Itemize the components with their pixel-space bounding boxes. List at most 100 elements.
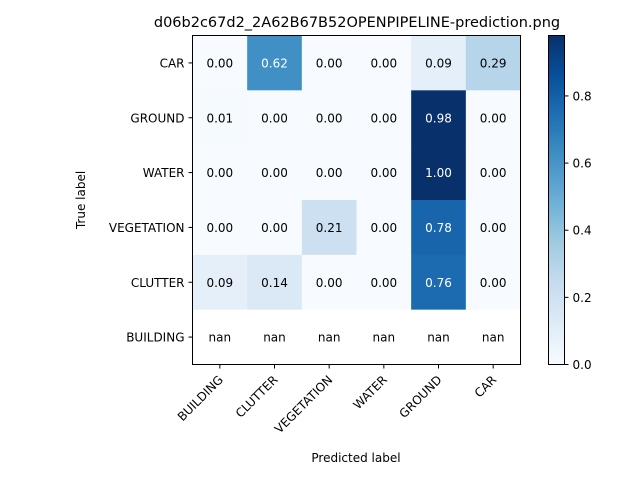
cell-value-label: 0.62 <box>261 56 288 70</box>
cell-value-label: 0.00 <box>206 221 233 235</box>
cell-value-label: nan <box>209 331 232 345</box>
heatmap-cell <box>356 200 412 256</box>
heatmap-cell <box>247 35 303 91</box>
colorbar-tick-label: 0.0 <box>573 358 592 372</box>
plot-frame <box>192 35 521 365</box>
colorbar-tick-label: 0.6 <box>573 157 592 171</box>
y-tick-label: GROUND <box>130 111 184 125</box>
heatmap-cell <box>356 90 412 146</box>
x-tick-label: WATER <box>351 373 390 412</box>
heatmap-cell <box>301 309 357 365</box>
heatmap-cell <box>247 309 303 365</box>
cell-value-label: 0.00 <box>206 166 233 180</box>
y-axis-ticks: CAR GROUND WATER VEGETATION CLUTTER BUILDING <box>109 56 193 345</box>
cell-value-label: 0.98 <box>425 111 452 125</box>
cell-value-label: 0.00 <box>261 166 288 180</box>
heatmap-cell <box>192 254 248 311</box>
colorbar-tick-label: 0.2 <box>573 291 592 305</box>
heatmap-cell <box>301 90 357 146</box>
heatmap-cell <box>465 90 521 146</box>
heatmap-cell <box>356 309 412 365</box>
cell-value-label: 0.78 <box>425 221 452 235</box>
heatmap-cell <box>465 200 521 256</box>
heatmap-cell <box>411 145 467 201</box>
x-tick-label: VEGETATION <box>272 373 335 436</box>
x-tick-label: BUILDING <box>175 373 226 424</box>
y-tick-label: CLUTTER <box>131 276 185 290</box>
x-tick-label: CAR <box>472 373 500 401</box>
cell-value-label: 0.00 <box>316 166 343 180</box>
heatmap-cell <box>192 90 248 146</box>
heatmap-cell <box>356 35 412 91</box>
cell-value-label: 0.76 <box>425 276 452 290</box>
heatmap-cell <box>247 254 303 311</box>
cell-value-label: nan <box>482 331 505 345</box>
cell-value-label: 0.00 <box>480 276 507 290</box>
heatmap-cell <box>192 35 248 91</box>
heatmap-cell <box>247 200 303 256</box>
cell-value-label: 0.09 <box>206 276 233 290</box>
y-tick-label: WATER <box>143 166 185 180</box>
chart-title: d06b2c67d2_2A62B67B52OPENPIPELINE-predic… <box>154 15 560 31</box>
y-axis-label: True label <box>74 171 88 230</box>
cell-value-label: nan <box>373 331 396 345</box>
cell-value-label: 0.00 <box>261 221 288 235</box>
heatmap-cell <box>192 309 248 365</box>
heatmap-cell <box>301 35 357 91</box>
cell-value-label: 0.00 <box>370 221 397 235</box>
cell-value-label: 0.00 <box>316 276 343 290</box>
heatmap-cell <box>465 309 521 365</box>
cell-value-label: nan <box>263 331 286 345</box>
cell-value-label: 0.09 <box>425 56 452 70</box>
cell-value-label: 0.00 <box>370 111 397 125</box>
cell-value-label: 0.00 <box>316 111 343 125</box>
heatmap-cell <box>247 90 303 146</box>
cell-value-label: 0.01 <box>206 111 233 125</box>
y-tick-label: CAR <box>160 56 185 70</box>
cell-value-label: 0.00 <box>206 56 233 70</box>
heatmap-cell <box>356 145 412 201</box>
heatmap-cell <box>411 254 467 311</box>
heatmap-cell <box>356 254 412 311</box>
cell-value-label: 0.00 <box>316 56 343 70</box>
heatmap-cell <box>192 145 248 201</box>
cell-value-label: 0.00 <box>370 56 397 70</box>
heatmap-cell <box>247 145 303 201</box>
heatmap-cell <box>301 200 357 256</box>
x-tick-label: CLUTTER <box>233 373 281 421</box>
cell-value-label: 0.00 <box>480 111 507 125</box>
x-tick-label: GROUND <box>396 373 444 421</box>
cell-value-label: nan <box>318 331 341 345</box>
heatmap-cell <box>465 35 521 91</box>
cell-value-label: 0.00 <box>480 166 507 180</box>
cell-value-label: 0.14 <box>261 276 288 290</box>
colorbar-tick-label: 0.4 <box>573 224 592 238</box>
heatmap-cell <box>411 90 467 146</box>
colorbar-ticks: 0.0 0.2 0.4 0.6 0.8 <box>564 89 592 372</box>
heatmap-cell <box>301 254 357 311</box>
cell-value-label: 0.00 <box>261 111 288 125</box>
y-tick-label: VEGETATION <box>109 221 185 235</box>
heatmap-cell <box>192 200 248 256</box>
cell-value-label: 0.00 <box>480 221 507 235</box>
y-tick-label: BUILDING <box>126 331 184 345</box>
heatmap-cell <box>465 254 521 311</box>
colorbar <box>548 35 565 365</box>
heatmap-cells <box>192 35 521 365</box>
heatmap-cell <box>411 309 467 365</box>
cell-value-label: 0.00 <box>370 276 397 290</box>
cell-value-label: 0.21 <box>316 221 343 235</box>
x-axis-label: Predicted label <box>311 451 400 465</box>
cell-value-label: 0.29 <box>480 56 507 70</box>
heatmap-cell-labels: 0.00 0.62 0.00 0.00 0.09 0.29 0.01 0.00 0.00 0.00… <box>206 56 506 344</box>
heatmap-cell <box>301 145 357 201</box>
cell-value-label: 1.00 <box>425 166 452 180</box>
heatmap-cell <box>411 200 467 256</box>
heatmap-cell <box>411 35 467 91</box>
colorbar-tick-label: 0.8 <box>573 89 592 103</box>
heatmap-cell <box>465 145 521 201</box>
cell-value-label: nan <box>427 331 450 345</box>
